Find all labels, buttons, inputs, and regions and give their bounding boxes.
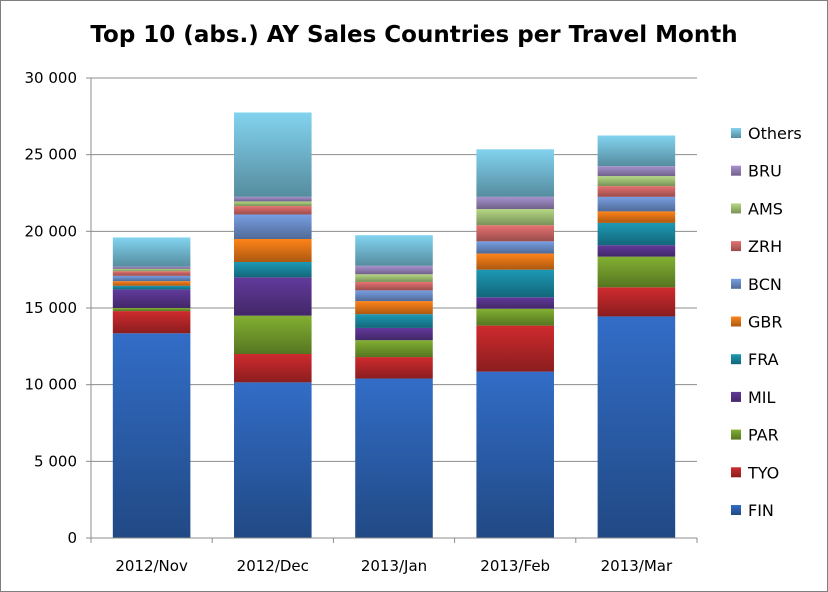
legend-label-bcn: BCN [748, 275, 782, 294]
bar-segment-mil-2012-nov [112, 289, 191, 308]
bar-segment-mil-2013-jan [355, 327, 433, 341]
x-tick-label: 2013/Mar [601, 557, 673, 575]
bar-segment-fra-2012-nov [112, 285, 191, 290]
x-tick-label: 2012/Dec [237, 557, 309, 575]
bar-segment-mil-2013-mar [597, 245, 676, 257]
x-tick-label: 2013/Jan [361, 557, 427, 575]
bar-segment-fra-2013-jan [355, 314, 433, 328]
bar-segment-par-2012-dec [234, 315, 312, 354]
bar-segment-ams-2013-jan [355, 274, 433, 282]
bar-segment-bcn-2013-jan [355, 290, 433, 302]
legend-label-zrh: ZRH [748, 237, 782, 256]
bar-segment-fin-2012-nov [112, 333, 191, 538]
bar-segment-fin-2013-feb [476, 371, 554, 538]
legend-label-fin: FIN [748, 501, 774, 520]
bar-segment-par-2013-mar [597, 256, 676, 288]
chart-title: Top 10 (abs.) AY Sales Countries per Tra… [90, 22, 738, 48]
bar-segment-fin-2013-mar [597, 316, 676, 538]
bar-segment-bru-2013-feb [476, 196, 554, 210]
legend-swatch-mil [731, 391, 741, 402]
bar-segment-bru-2013-jan [355, 265, 433, 275]
bar-segment-ams-2013-feb [476, 209, 554, 226]
bar-segment-bcn-2012-dec [234, 214, 312, 239]
bar-segment-fra-2013-feb [476, 269, 554, 298]
bar-segment-tyo-2013-jan [355, 357, 433, 379]
legend-swatch-zrh [731, 241, 741, 252]
legend-label-tyo: TYO [747, 463, 779, 482]
bar-segment-tyo-2012-nov [112, 311, 191, 334]
bar-segment-bru-2012-dec [234, 196, 312, 202]
legend-swatch-fra [731, 354, 741, 365]
bar-segment-gbr-2012-nov [112, 281, 191, 286]
legend-label-par: PAR [748, 426, 779, 445]
legend-swatch-bru [731, 165, 741, 176]
y-tick-label: 15 000 [25, 299, 78, 317]
bar-segment-fra-2013-mar [597, 222, 676, 246]
bar-segment-bru-2012-nov [112, 266, 191, 269]
bar-segment-gbr-2013-mar [597, 211, 676, 223]
bar-segment-others-2013-jan [355, 235, 433, 266]
legend-label-gbr: GBR [748, 313, 783, 332]
bar-segment-others-2013-mar [597, 135, 676, 167]
bar-segment-others-2012-dec [234, 112, 312, 197]
legend-swatch-fin [731, 505, 741, 515]
bar-segment-bcn-2013-mar [597, 196, 676, 212]
legend-swatch-bcn [731, 278, 741, 289]
legend-label-mil: MIL [748, 388, 776, 407]
bar-segment-fra-2012-dec [234, 262, 312, 278]
legend-swatch-tyo [731, 467, 741, 478]
bar-segment-par-2013-jan [355, 340, 433, 358]
legend-swatch-ams [731, 203, 741, 214]
bar-segment-zrh-2012-nov [112, 271, 191, 276]
bar-segment-par-2012-nov [112, 308, 191, 312]
bar-segment-zrh-2013-jan [355, 281, 433, 291]
bar-segment-par-2013-feb [476, 308, 554, 326]
bar-segment-bcn-2012-nov [112, 275, 191, 282]
bar-segment-fin-2013-jan [355, 378, 433, 538]
y-tick-label: 0 [67, 529, 77, 547]
legend-label-fra: FRA [748, 350, 779, 369]
bar-segment-bcn-2013-feb [476, 241, 554, 254]
y-tick-label: 5 000 [34, 452, 77, 470]
x-tick-label: 2013/Feb [480, 557, 550, 575]
y-tick-label: 20 000 [25, 222, 78, 240]
bar-segment-gbr-2013-jan [355, 301, 433, 315]
bar-segment-others-2012-nov [112, 237, 191, 267]
bar-segment-ams-2013-mar [597, 176, 676, 187]
bar-segment-mil-2012-dec [234, 277, 312, 316]
bar-segment-fin-2012-dec [234, 382, 312, 538]
bar-segment-others-2013-feb [476, 149, 554, 197]
y-tick-label: 10 000 [25, 376, 78, 394]
y-tick-label: 25 000 [25, 146, 78, 164]
legend-label-others: Others [748, 124, 802, 143]
legend-label-ams: AMS [748, 199, 783, 218]
bar-segment-tyo-2013-mar [597, 287, 676, 317]
bar-segment-gbr-2013-feb [476, 253, 554, 270]
legend-swatch-others [731, 128, 741, 138]
bar-segment-bru-2013-mar [597, 166, 676, 177]
bar-segment-zrh-2012-dec [234, 206, 312, 215]
bar-segment-mil-2013-feb [476, 297, 554, 309]
bar-segment-zrh-2013-mar [597, 186, 676, 197]
bar-segment-tyo-2012-dec [234, 354, 312, 383]
legend-swatch-par [731, 429, 741, 440]
legend-label-bru: BRU [748, 162, 782, 181]
bar-segment-ams-2012-dec [234, 201, 312, 207]
legend-swatch-gbr [731, 316, 741, 327]
bar-segment-zrh-2013-feb [476, 225, 554, 242]
bar-segment-gbr-2012-dec [234, 239, 312, 262]
x-tick-label: 2012/Nov [115, 557, 188, 575]
bar-segment-ams-2012-nov [112, 268, 191, 272]
bar-segment-tyo-2013-feb [476, 325, 554, 372]
y-tick-label: 30 000 [25, 69, 78, 87]
